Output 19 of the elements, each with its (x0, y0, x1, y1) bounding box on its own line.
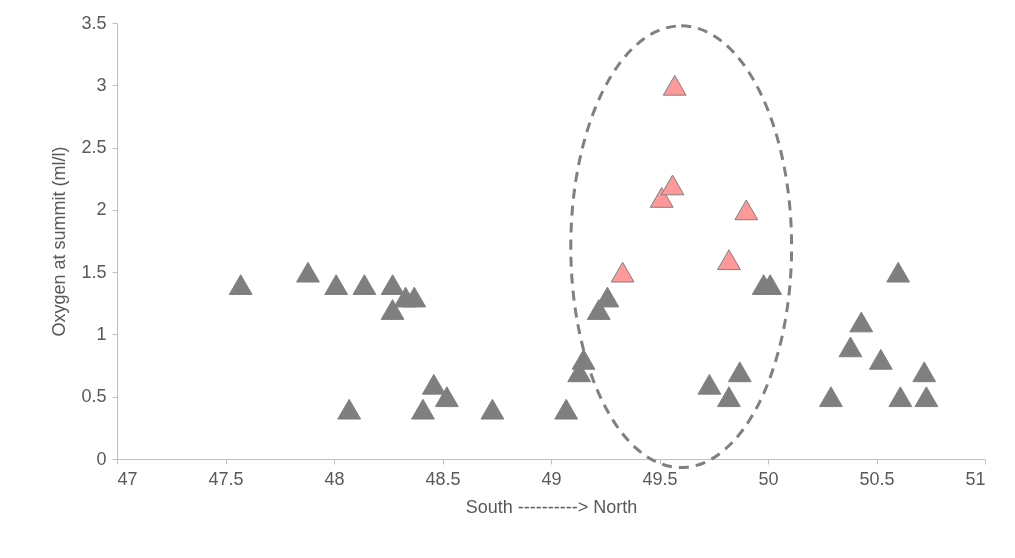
y-tick-label: 3 (96, 74, 107, 95)
x-tick-label: 50 (758, 468, 779, 489)
x-tick-label: 47.5 (208, 468, 244, 489)
y-tick-label: 0 (96, 448, 107, 469)
y-tick-label: 1 (96, 323, 107, 344)
x-tick-label: 50.5 (859, 468, 895, 489)
y-tick-label: 2 (96, 199, 107, 220)
x-tick-label: 49 (541, 468, 562, 489)
x-axis-title: South ----------> North (465, 496, 638, 517)
x-tick-label: 49.5 (642, 468, 678, 489)
y-axis-title: Oxygen at summit (ml/l) (49, 146, 70, 337)
x-tick-label: 48.5 (425, 468, 461, 489)
y-tick-label: 3.5 (81, 12, 107, 33)
x-tick-label: 48 (324, 468, 345, 489)
x-tick-label: 47 (117, 468, 138, 489)
y-tick-label: 0.5 (81, 386, 107, 407)
y-tick-label: 1.5 (81, 261, 107, 282)
x-tick-label: 51 (965, 468, 986, 489)
y-tick-label: 2.5 (81, 137, 107, 158)
